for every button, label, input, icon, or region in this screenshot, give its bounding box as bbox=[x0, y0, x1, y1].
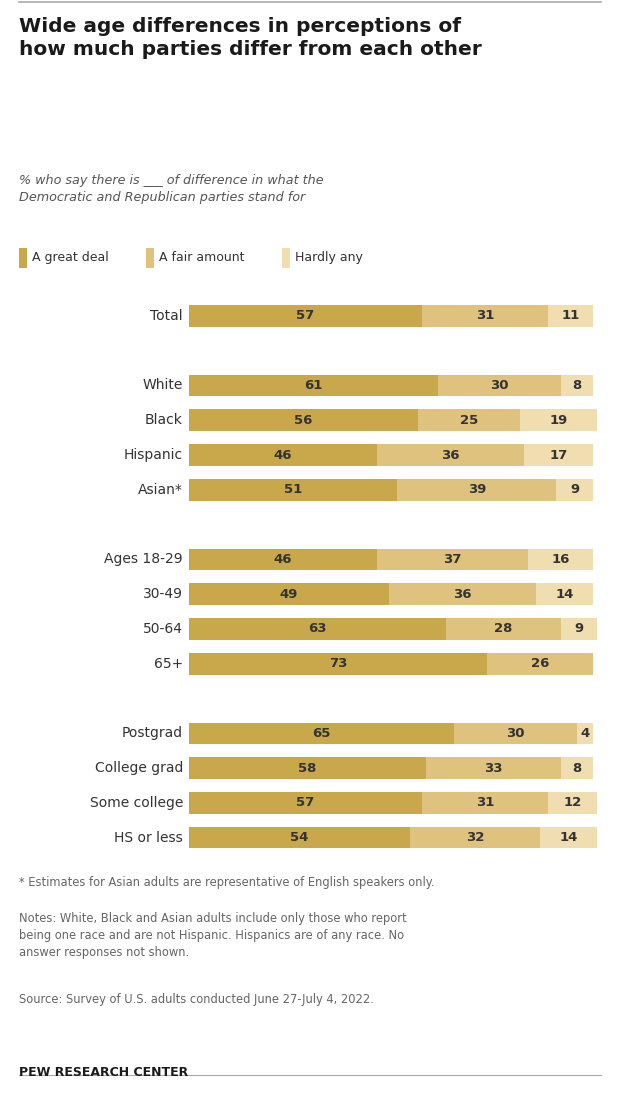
Text: 32: 32 bbox=[466, 831, 484, 844]
Text: A great deal: A great deal bbox=[32, 251, 108, 264]
Bar bbox=[426, 757, 560, 778]
Bar bbox=[548, 305, 593, 327]
Bar bbox=[189, 445, 377, 466]
Text: 39: 39 bbox=[467, 484, 486, 496]
Text: 63: 63 bbox=[308, 623, 327, 635]
Bar bbox=[189, 584, 389, 605]
Bar bbox=[560, 757, 593, 778]
Bar bbox=[189, 479, 397, 501]
Text: 14: 14 bbox=[560, 831, 578, 844]
Bar bbox=[548, 792, 597, 813]
Bar bbox=[189, 757, 426, 778]
Text: 33: 33 bbox=[484, 762, 502, 775]
Text: 49: 49 bbox=[280, 588, 298, 600]
Text: Source: Survey of U.S. adults conducted June 27-July 4, 2022.: Source: Survey of U.S. adults conducted … bbox=[19, 993, 373, 1007]
Bar bbox=[189, 827, 410, 849]
Text: 54: 54 bbox=[290, 831, 309, 844]
Text: 26: 26 bbox=[531, 657, 549, 670]
Bar bbox=[557, 479, 593, 501]
Text: 8: 8 bbox=[572, 762, 582, 775]
Text: PEW RESEARCH CENTER: PEW RESEARCH CENTER bbox=[19, 1066, 188, 1080]
Bar bbox=[520, 410, 597, 431]
Text: 31: 31 bbox=[476, 309, 494, 323]
Bar bbox=[540, 827, 597, 849]
Bar bbox=[189, 792, 422, 813]
Text: 14: 14 bbox=[556, 588, 574, 600]
Text: 11: 11 bbox=[562, 309, 580, 323]
Bar bbox=[560, 375, 593, 396]
Bar bbox=[189, 549, 377, 570]
Text: 65+: 65+ bbox=[154, 656, 183, 671]
Text: 36: 36 bbox=[441, 449, 459, 461]
Text: 50-64: 50-64 bbox=[143, 622, 183, 636]
Text: * Estimates for Asian adults are representative of English speakers only.: * Estimates for Asian adults are represe… bbox=[19, 876, 434, 889]
Text: A fair amount: A fair amount bbox=[159, 251, 244, 264]
Text: Notes: White, Black and Asian adults include only those who report
being one rac: Notes: White, Black and Asian adults inc… bbox=[19, 912, 406, 959]
Bar bbox=[577, 722, 593, 744]
Text: College grad: College grad bbox=[95, 762, 183, 775]
Bar bbox=[189, 305, 422, 327]
Text: 16: 16 bbox=[551, 553, 570, 566]
Text: 17: 17 bbox=[549, 449, 568, 461]
Text: 58: 58 bbox=[298, 762, 317, 775]
Text: HS or less: HS or less bbox=[114, 831, 183, 844]
Text: 4: 4 bbox=[580, 727, 590, 740]
Text: Some college: Some college bbox=[90, 796, 183, 810]
Bar bbox=[377, 549, 528, 570]
Bar bbox=[189, 618, 446, 640]
Bar bbox=[377, 445, 524, 466]
Text: 56: 56 bbox=[294, 413, 312, 427]
Text: Ages 18-29: Ages 18-29 bbox=[104, 552, 183, 567]
Text: Postgrad: Postgrad bbox=[122, 727, 183, 740]
Text: 31: 31 bbox=[476, 796, 494, 810]
Bar bbox=[560, 618, 597, 640]
Text: 61: 61 bbox=[304, 379, 323, 392]
Bar bbox=[410, 827, 540, 849]
Bar bbox=[454, 722, 577, 744]
Text: Hardly any: Hardly any bbox=[295, 251, 363, 264]
Bar bbox=[438, 375, 560, 396]
Text: White: White bbox=[143, 379, 183, 392]
Bar bbox=[422, 305, 548, 327]
Text: 37: 37 bbox=[443, 553, 461, 566]
Bar bbox=[422, 792, 548, 813]
Text: 65: 65 bbox=[312, 727, 331, 740]
Bar bbox=[418, 410, 520, 431]
Text: 46: 46 bbox=[274, 449, 292, 461]
Text: 8: 8 bbox=[572, 379, 582, 392]
Bar bbox=[524, 445, 593, 466]
Text: % who say there is ___ of difference in what the
Democratic and Republican parti: % who say there is ___ of difference in … bbox=[19, 174, 323, 204]
Text: 19: 19 bbox=[549, 413, 568, 427]
Bar bbox=[389, 584, 536, 605]
Text: 25: 25 bbox=[459, 413, 478, 427]
Text: 30: 30 bbox=[507, 727, 525, 740]
Bar bbox=[487, 653, 593, 674]
Bar bbox=[528, 549, 593, 570]
Bar bbox=[189, 722, 454, 744]
Text: Black: Black bbox=[145, 413, 183, 427]
Text: Total: Total bbox=[151, 309, 183, 323]
Bar bbox=[397, 479, 557, 501]
Text: 9: 9 bbox=[574, 623, 583, 635]
Text: Hispanic: Hispanic bbox=[124, 448, 183, 463]
Text: 73: 73 bbox=[329, 657, 347, 670]
Bar bbox=[189, 375, 438, 396]
Bar bbox=[189, 410, 418, 431]
Text: 12: 12 bbox=[564, 796, 582, 810]
Text: 36: 36 bbox=[453, 588, 472, 600]
Text: 57: 57 bbox=[296, 309, 314, 323]
Text: Asian*: Asian* bbox=[138, 483, 183, 497]
Text: 30-49: 30-49 bbox=[143, 587, 183, 601]
Bar bbox=[189, 653, 487, 674]
Bar bbox=[446, 618, 560, 640]
Text: 57: 57 bbox=[296, 796, 314, 810]
Text: 30: 30 bbox=[490, 379, 508, 392]
Text: 51: 51 bbox=[284, 484, 303, 496]
Text: 46: 46 bbox=[274, 553, 292, 566]
Text: 9: 9 bbox=[570, 484, 580, 496]
Text: Wide age differences in perceptions of
how much parties differ from each other: Wide age differences in perceptions of h… bbox=[19, 17, 481, 59]
Bar bbox=[536, 584, 593, 605]
Text: 28: 28 bbox=[494, 623, 513, 635]
